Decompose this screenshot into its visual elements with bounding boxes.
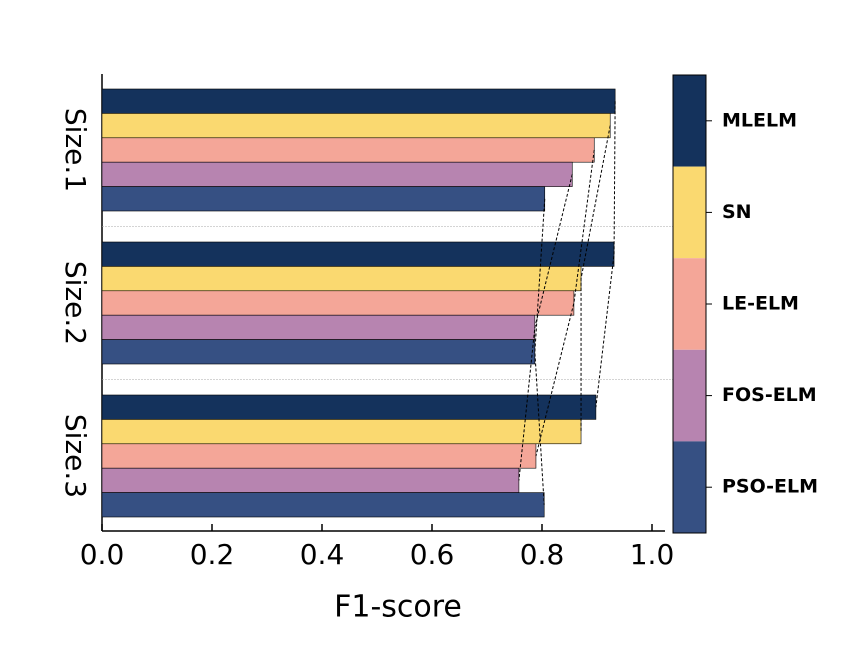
x-tick-label: 0.4 (300, 538, 345, 571)
legend-swatch (673, 258, 706, 350)
bar (101, 137, 595, 163)
connector-line (535, 149, 595, 457)
bar (101, 314, 536, 340)
bar (101, 88, 616, 114)
bar (101, 241, 615, 267)
y-tick-label: Size.1 (59, 108, 92, 192)
legend-frame (672, 74, 707, 534)
bar (101, 419, 582, 445)
legend-swatch (673, 75, 706, 167)
connector-line (518, 174, 573, 481)
connector-line (595, 101, 616, 408)
legend-swatch (673, 166, 706, 259)
bar (101, 492, 545, 518)
legend-label: MLELM (722, 109, 797, 131)
x-tick-label: 0.6 (410, 538, 455, 571)
bar (101, 113, 611, 139)
x-tick-label: 0.8 (520, 538, 565, 571)
legend-label: PSO-ELM (722, 476, 818, 498)
x-axis-label: F1-score (334, 590, 462, 625)
bar (101, 266, 582, 292)
bar (101, 161, 573, 187)
y-tick-label: Size.3 (59, 414, 92, 498)
x-tick-label: 0.2 (190, 538, 235, 571)
legend-label: FOS-ELM (722, 384, 817, 406)
legend-swatch (673, 349, 706, 442)
bar (101, 443, 537, 469)
y-tick-label: Size.2 (59, 261, 92, 345)
legend-label: SN (722, 201, 752, 223)
connector-line (534, 198, 546, 505)
bar (101, 467, 520, 493)
x-tick-label: 0.0 (80, 538, 125, 571)
bar (101, 186, 546, 212)
bar (101, 394, 597, 420)
bar (101, 339, 536, 365)
legend-label: LE-ELM (722, 293, 799, 315)
legend-swatch (673, 441, 706, 533)
connector-line (580, 125, 611, 432)
bar (101, 290, 575, 316)
x-tick-label: 1.0 (630, 538, 675, 571)
